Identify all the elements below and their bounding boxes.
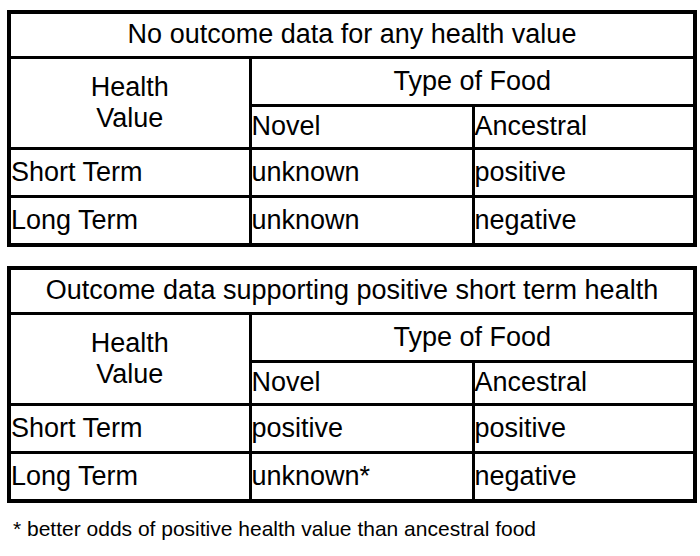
table-no-outcome-block: No outcome data for any health value Hea… [7, 10, 693, 247]
corner-header-health-value: Health Value [9, 58, 250, 149]
row-header-short-term: Short Term [9, 149, 250, 197]
table-no-outcome: No outcome data for any health value Hea… [7, 10, 697, 247]
column-header-ancestral: Ancestral [473, 362, 695, 405]
corner-header-line2: Value [11, 359, 249, 390]
table-row: Short Term unknown positive [9, 149, 695, 197]
cell-long-term-ancestral: negative [473, 197, 695, 246]
cell-short-term-ancestral: positive [473, 405, 695, 453]
cell-short-term-novel: unknown [250, 149, 473, 197]
table-row: Short Term positive positive [9, 405, 695, 453]
table-row: No outcome data for any health value [9, 12, 695, 58]
corner-header-line2: Value [11, 103, 249, 134]
table-title: No outcome data for any health value [9, 12, 695, 58]
table-row: Long Term unknown* negative [9, 453, 695, 502]
footnote: * better odds of positive health value t… [13, 517, 693, 541]
table-outcome-supporting: Outcome data supporting positive short t… [7, 266, 697, 503]
row-header-long-term: Long Term [9, 197, 250, 246]
table-row: Health Value Type of Food [9, 314, 695, 362]
table-row: Health Value Type of Food [9, 58, 695, 106]
corner-header-health-value: Health Value [9, 314, 250, 405]
table-row: Outcome data supporting positive short t… [9, 268, 695, 314]
cell-short-term-novel: positive [250, 405, 473, 453]
table-outcome-supporting-block: Outcome data supporting positive short t… [7, 266, 693, 503]
cell-short-term-ancestral: positive [473, 149, 695, 197]
figure-canvas: No outcome data for any health value Hea… [0, 0, 700, 541]
column-header-ancestral: Ancestral [473, 106, 695, 149]
row-header-long-term: Long Term [9, 453, 250, 502]
corner-header-line1: Health [11, 328, 249, 359]
table-row: Long Term unknown negative [9, 197, 695, 246]
cell-long-term-novel: unknown [250, 197, 473, 246]
corner-header-line1: Health [11, 72, 249, 103]
cell-long-term-ancestral: negative [473, 453, 695, 502]
row-header-short-term: Short Term [9, 405, 250, 453]
cell-long-term-novel: unknown* [250, 453, 473, 502]
group-header-type-of-food: Type of Food [250, 58, 695, 106]
table-title: Outcome data supporting positive short t… [9, 268, 695, 314]
group-header-type-of-food: Type of Food [250, 314, 695, 362]
column-header-novel: Novel [250, 106, 473, 149]
column-header-novel: Novel [250, 362, 473, 405]
